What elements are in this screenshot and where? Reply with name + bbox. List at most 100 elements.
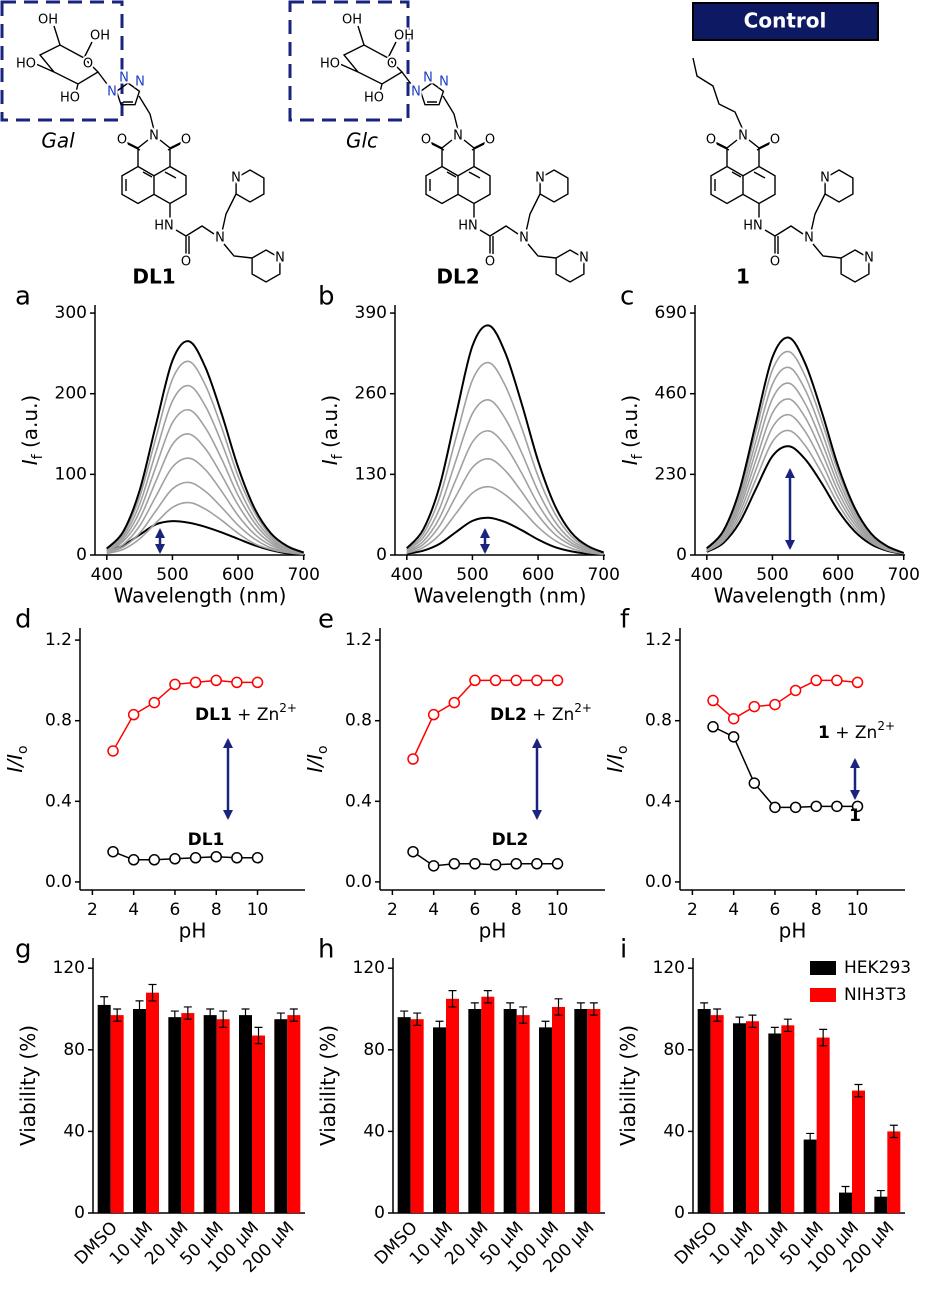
marker: [489, 859, 502, 871]
series-line: [106, 501, 304, 555]
error-bar: [819, 1028, 828, 1047]
x-tick-label: 10: [547, 900, 569, 920]
marker: [189, 852, 202, 864]
x-tick-label: 4: [128, 900, 139, 920]
marker: [231, 852, 243, 864]
marker: [407, 753, 419, 765]
control-box: [692, 2, 879, 41]
marker: [189, 676, 202, 689]
series-line: [406, 485, 604, 556]
marker: [531, 858, 543, 870]
error-bar: [876, 1189, 885, 1204]
x-tick-label: 500: [756, 565, 788, 585]
marker: [707, 721, 719, 733]
annotation: DL1 + Zn2+: [195, 701, 297, 726]
x-tick-label: 8: [811, 900, 822, 920]
bar: [516, 1015, 530, 1213]
atom-label: N: [519, 231, 529, 246]
series-line: [106, 457, 304, 555]
y-tick-label: 0: [674, 1203, 685, 1223]
annotation-bold: DL2: [490, 705, 527, 725]
series-line: [106, 340, 305, 554]
y-tick-label: 0: [374, 1203, 385, 1223]
x-tick-label: 500: [156, 565, 188, 585]
y-label-rest: (a.u.): [18, 395, 42, 455]
series-line: [706, 413, 904, 555]
x-axis-label: pH: [479, 919, 507, 943]
x-axis-label: Wavelength (nm): [114, 584, 287, 608]
marker: [851, 676, 864, 689]
marker: [448, 858, 461, 870]
x-tick-label: 6: [770, 900, 781, 920]
error-bar: [735, 1016, 744, 1030]
marker: [427, 708, 440, 721]
annotation-bold: DL2: [492, 830, 529, 850]
bar: [874, 1196, 888, 1213]
series-line: [406, 399, 604, 554]
error-bar: [713, 1008, 722, 1022]
atom-label: O: [485, 133, 495, 148]
y-label-main: I/I: [303, 754, 327, 773]
y-axis-label: If (a.u.): [618, 395, 646, 465]
x-tick-label: 4: [728, 900, 739, 920]
y-axis-label: If (a.u.): [18, 395, 46, 465]
annotation-text: + Zn: [527, 705, 574, 725]
error-bar: [889, 1124, 898, 1139]
atom-label: N: [423, 71, 433, 86]
atom-label: N: [820, 171, 830, 186]
y-label-main: I: [318, 459, 342, 465]
panel-label: b: [318, 282, 335, 312]
annotation: DL2: [492, 830, 529, 850]
y-label-sub: o: [615, 745, 631, 754]
bonds: [35, 25, 281, 283]
bar: [503, 1009, 517, 1213]
structure: O N O HN O N N N 1: [692, 57, 876, 289]
series-line: [406, 361, 604, 554]
atom-label: O: [485, 255, 495, 270]
marker: [789, 684, 802, 697]
marker: [127, 854, 140, 866]
marker: [769, 698, 781, 711]
x-tick-label: 6: [470, 900, 481, 920]
y-label-sub: f: [30, 453, 46, 459]
atom-label: OH: [394, 29, 414, 44]
x-axis-label: Wavelength (nm): [414, 584, 587, 608]
marker: [810, 674, 822, 687]
atom-label: N: [864, 251, 874, 266]
error-bar: [541, 1020, 550, 1035]
marker: [427, 860, 440, 872]
y-tick-label: 0: [676, 545, 687, 565]
x-tick-label: 500: [456, 565, 488, 585]
y-tick-label: 100: [55, 464, 87, 484]
marker: [231, 676, 243, 689]
bar: [816, 1037, 830, 1213]
bar: [481, 996, 495, 1213]
marker: [510, 858, 522, 870]
series-line: [706, 398, 904, 555]
marker: [831, 800, 843, 813]
bar: [433, 1027, 446, 1213]
atom-label: HO: [320, 57, 340, 72]
atom-label: OH: [38, 13, 58, 28]
annotation-sup: 2+: [279, 701, 297, 715]
bar: [839, 1192, 852, 1213]
bar: [97, 1004, 111, 1213]
sugar-tag: Glc: [346, 129, 378, 153]
marker: [531, 674, 543, 687]
compound-name: DL1: [132, 265, 175, 289]
error-bar: [276, 1012, 285, 1026]
bar: [781, 1025, 795, 1213]
y-label-main: I: [18, 459, 42, 465]
panel-label: g: [15, 935, 32, 965]
error-bar: [519, 1006, 528, 1024]
error-bar: [448, 990, 457, 1008]
panel-label: d: [15, 605, 32, 635]
atom-label: N: [439, 75, 449, 90]
marker: [469, 858, 481, 870]
marker: [107, 845, 119, 858]
error-bar: [413, 1012, 422, 1026]
atom-label: O: [706, 133, 716, 148]
y-label-main: I/I: [3, 754, 27, 773]
sugar-tag: Gal: [41, 129, 75, 153]
bar: [252, 1035, 265, 1213]
